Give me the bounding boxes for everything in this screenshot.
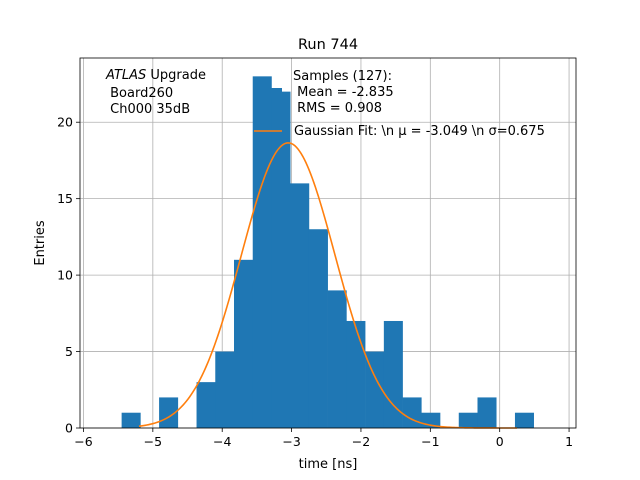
y-tick-label: 0 xyxy=(65,421,73,436)
histogram-bars xyxy=(121,76,534,429)
atlas-annotation: ATLAS Upgrade Board260 Ch000 35dB xyxy=(105,68,206,117)
annotation-channel: Ch000 35dB xyxy=(106,102,190,117)
x-tick-label: −5 xyxy=(144,434,162,449)
histogram-bar xyxy=(514,412,534,428)
histogram-bar xyxy=(383,320,403,428)
histogram-bar xyxy=(308,229,328,428)
x-tick-label: −1 xyxy=(421,434,439,449)
legend-samples-mean: Mean = -2.835 xyxy=(293,85,394,100)
plot-frame xyxy=(79,57,577,429)
y-axis-label: Entries xyxy=(33,220,48,266)
x-tick-label: −3 xyxy=(282,434,300,449)
legend-samples-line1: Samples (127): xyxy=(293,69,392,84)
y-tick-label: 15 xyxy=(57,191,73,206)
histogram-bar xyxy=(365,351,385,428)
annotation-board: Board260 xyxy=(106,86,173,101)
legend-samples-swatch xyxy=(254,88,282,98)
y-tick-label: 10 xyxy=(57,268,73,283)
y-tick-label: 20 xyxy=(57,115,73,130)
y-axis-ticks: 0 5 10 15 20 xyxy=(57,115,80,436)
histogram-bar xyxy=(477,397,497,428)
svg-text:ATLAS Upgrade: ATLAS Upgrade xyxy=(105,68,206,83)
histogram-bar xyxy=(121,412,141,428)
legend: Samples (127): Mean = -2.835 RMS = 0.908… xyxy=(254,69,545,139)
histogram-bar xyxy=(215,351,235,428)
x-tick-label: −6 xyxy=(74,434,92,449)
histogram-bar xyxy=(458,412,478,428)
chart-title: Run 744 xyxy=(298,37,358,53)
histogram-bar xyxy=(196,382,216,428)
histogram-bar xyxy=(346,320,366,428)
x-tick-label: −4 xyxy=(213,434,231,449)
y-tick-label: 5 xyxy=(65,344,73,359)
x-tick-label: 0 xyxy=(496,434,504,449)
x-tick-label: −2 xyxy=(352,434,370,449)
legend-samples-rms: RMS = 0.908 xyxy=(293,101,382,116)
histogram-bar xyxy=(402,397,422,428)
x-tick-label: 1 xyxy=(565,434,573,449)
atlas-label: ATLAS xyxy=(105,68,146,83)
x-axis-ticks: −6 −5 −4 −3 −2 −1 0 1 xyxy=(74,428,573,449)
x-axis-label: time [ns] xyxy=(299,457,358,472)
histogram-bar xyxy=(252,76,272,428)
annotation-upgrade: Upgrade xyxy=(146,68,206,83)
gaussian-fit-curve xyxy=(138,142,518,429)
legend-fit-label: Gaussian Fit: \n μ = -3.049 \n σ=0.675 xyxy=(294,124,545,139)
histogram-bar xyxy=(327,290,347,428)
histogram-bar xyxy=(290,183,310,428)
histogram-bar xyxy=(271,91,291,429)
histogram-bar xyxy=(234,259,254,428)
